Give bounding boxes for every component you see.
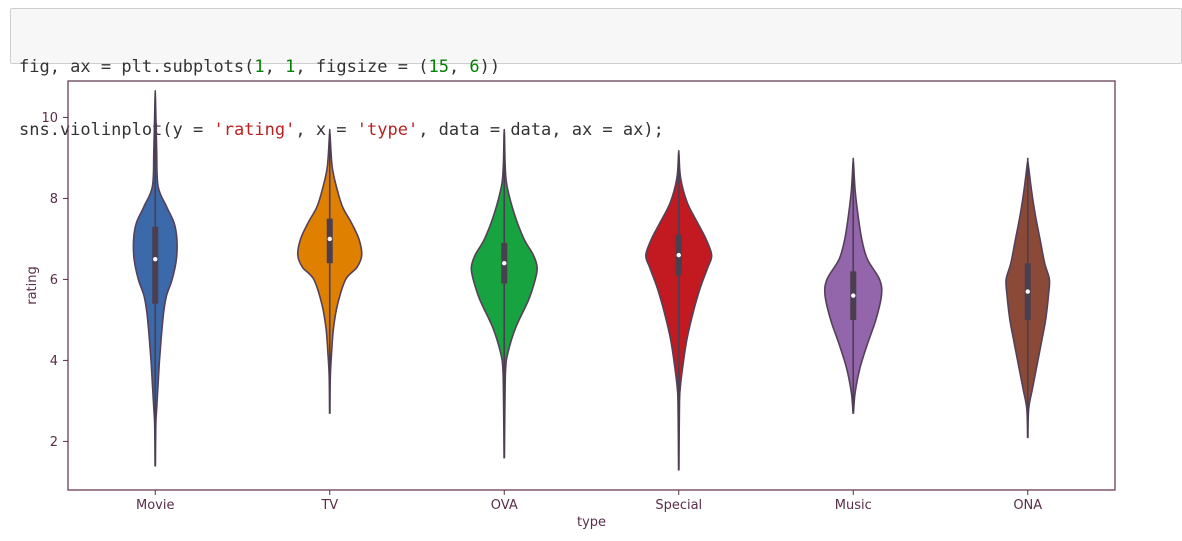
code-token: , figsize = ( — [295, 57, 429, 77]
median-point-ova — [502, 261, 507, 266]
y-tick-label: 2 — [50, 435, 58, 450]
median-point-ona — [1025, 289, 1030, 294]
code-token: 1 — [254, 57, 265, 77]
x-tick-label-special: Special — [655, 498, 702, 513]
plot-frame — [67, 80, 1116, 491]
code-token: 'type' — [356, 120, 419, 140]
x-tick-label-ova: OVA — [491, 498, 518, 513]
median-point-music — [851, 293, 856, 298]
median-point-movie — [153, 256, 158, 262]
code-token: , — [448, 57, 470, 77]
code-token: , — [264, 57, 286, 77]
code-line-2: sns.violinplot(y = 'rating', x = 'type',… — [19, 120, 1173, 141]
x-axis-label: type — [577, 515, 606, 530]
code-token: )) — [479, 57, 501, 77]
y-tick-label: 8 — [50, 192, 58, 207]
x-tick-label-music: Music — [835, 498, 872, 513]
x-tick-label-ona: ONA — [1013, 498, 1042, 513]
x-tick-label-movie: Movie — [136, 498, 174, 513]
iqr-box-movie — [152, 226, 159, 304]
code-token: 1 — [285, 57, 296, 77]
code-cell[interactable]: fig, ax = plt.subplots(1, 1, figsize = (… — [10, 8, 1182, 140]
violin-chart: 2 4 6 8 10 Movie TV OVA Special Music ONA type ratin… — [25, 80, 1116, 530]
code-token: sns.violinplot(y = — [19, 120, 214, 140]
code-token: fig, ax = plt.subplots( — [19, 57, 255, 77]
y-tick-label: 4 — [50, 354, 58, 369]
code-token: , x = — [295, 120, 357, 140]
code-line-1: fig, ax = plt.subplots(1, 1, figsize = (… — [19, 57, 1173, 78]
y-axis-label: rating — [25, 266, 40, 305]
x-tick-label-tv: TV — [320, 498, 338, 513]
median-point-special — [676, 252, 681, 258]
code-token: 15 — [428, 57, 449, 77]
y-tick-label: 10 — [41, 111, 58, 126]
code-token: , data = data, ax = ax); — [418, 120, 664, 140]
output-area: 2 4 6 8 10 Movie TV OVA Special Music ONA type ratin… — [0, 64, 1182, 541]
code-token: 6 — [469, 57, 480, 77]
y-tick-label: 6 — [50, 273, 58, 288]
median-point-tv — [327, 236, 332, 242]
code-token: 'rating' — [213, 120, 296, 140]
